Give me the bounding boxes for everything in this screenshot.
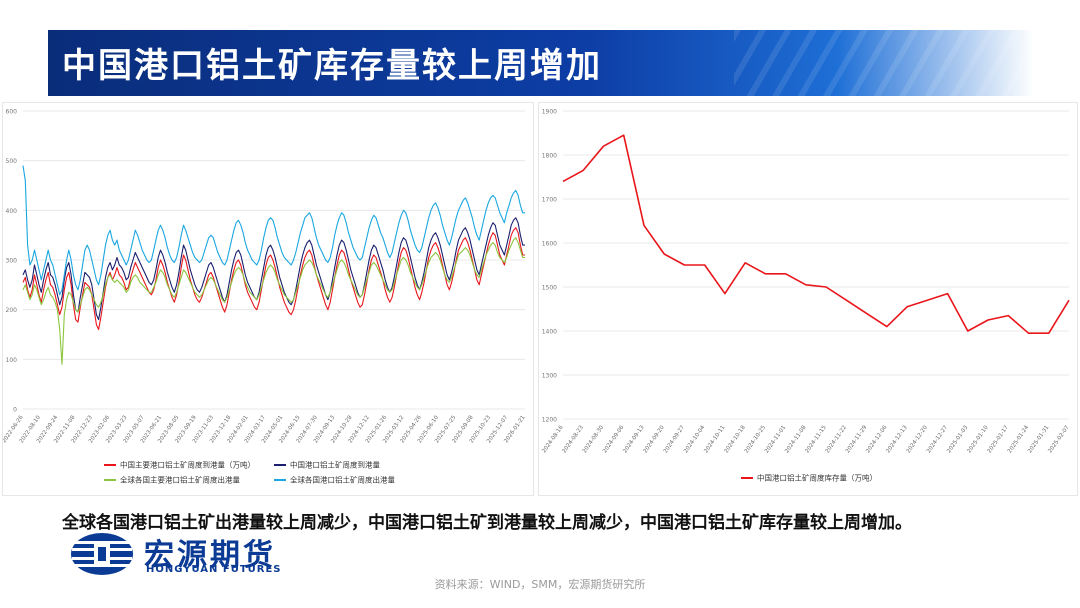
title-banner xyxy=(48,30,1034,96)
chart-svg-1: 01002003004005006002022-06-262022-08-102… xyxy=(1,109,526,485)
y-tick-label: 1600 xyxy=(542,241,557,248)
series-line-1 xyxy=(562,134,1070,334)
source-note: 资料来源：WIND，SMM，宏源期货研究所 xyxy=(434,578,646,591)
legend-label: 全球各国港口铝土矿周度出港量 xyxy=(290,475,395,485)
right-chart-panel: 1200 1300 1400 1500 1600 1700 1800 1900 2024-08-… xyxy=(538,102,1078,496)
y-tick-label: 1300 xyxy=(542,373,557,380)
y-tick-label: 1800 xyxy=(542,153,557,160)
series-line-3 xyxy=(22,237,525,365)
logo-mark-icon xyxy=(71,533,133,575)
y-tick-label: 1400 xyxy=(542,329,557,336)
y-tick-label: 1700 xyxy=(542,197,557,204)
legend-label: 全球各国主要港口铝土矿周度出港量 xyxy=(120,475,240,485)
company-logo: 宏源期货 HONGYUAN FUTURES xyxy=(70,530,310,580)
y-tick-label: 0 xyxy=(13,407,17,414)
y-tick-label: 100 xyxy=(6,357,18,364)
y-tick-label: 400 xyxy=(6,208,18,215)
y-tick-label: 300 xyxy=(6,258,18,265)
legend-label: 中国港口铝土矿周度库存量（万吨） xyxy=(757,473,877,483)
y-tick-label: 200 xyxy=(6,307,18,314)
legend-label: 中国港口铝土矿周度到港量 xyxy=(290,460,380,470)
summary-text: 全球各国港口铝土矿出港量较上周减少，中国港口铝土矿到港量较上周减少，中国港口铝土… xyxy=(62,513,912,533)
legend-label: 中国主要港口铝土矿周度到港量（万吨） xyxy=(120,460,255,470)
logo-chinese-name: 宏源期货 xyxy=(144,538,276,573)
chart-svg-2: 120013001400150016001700180019002024-08-… xyxy=(541,109,1071,483)
series-line-2 xyxy=(22,217,525,321)
y-tick-label: 600 xyxy=(6,109,18,116)
y-tick-label: 500 xyxy=(6,158,18,165)
y-tick-label: 1900 xyxy=(542,109,557,116)
x-tick-label: 2025-02-07 xyxy=(1047,424,1071,454)
page-title: 中国港口铝土矿库存量较上周增加 xyxy=(62,46,602,86)
y-tick-label: 1500 xyxy=(542,285,557,292)
logo-english-name: HONGYUAN FUTURES xyxy=(146,564,282,575)
left-chart-panel: 0 100 200 300 400 500 600 2022-06-26 2022-08-10 2… xyxy=(1,102,534,496)
y-tick-label: 1200 xyxy=(542,417,557,424)
series-line-4 xyxy=(22,165,525,296)
